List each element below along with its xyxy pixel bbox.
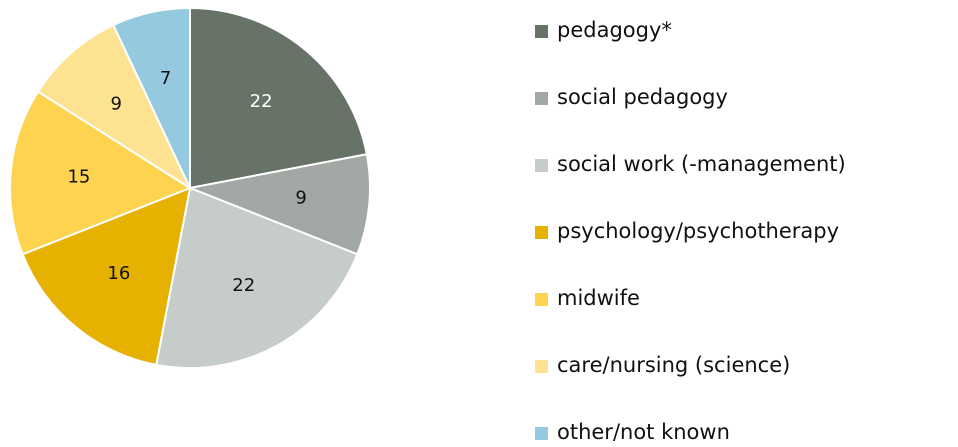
legend-label: psychology/psychotherapy <box>557 219 839 243</box>
legend-label: social pedagogy <box>557 85 728 109</box>
legend-swatch <box>535 92 548 105</box>
slice-label: 22 <box>250 91 273 112</box>
slice-label: 9 <box>110 93 121 114</box>
legend-label: pedagogy* <box>557 18 672 42</box>
pie-slice <box>112 6 191 189</box>
pie-slice <box>9 90 193 256</box>
slice-label: 22 <box>232 275 255 296</box>
legend-label: social work (-management) <box>557 152 846 176</box>
slice-label: 16 <box>107 263 130 284</box>
legend-label: care/nursing (science) <box>557 353 790 377</box>
legend-swatch <box>535 427 548 440</box>
pie-slice <box>155 186 359 369</box>
legend-swatch <box>535 226 548 239</box>
slice-label: 7 <box>160 68 171 89</box>
pie-slice <box>21 186 192 366</box>
slice-label: 9 <box>295 188 306 209</box>
pie-slice <box>36 23 193 191</box>
legend-swatch <box>535 293 548 306</box>
legend-swatch <box>535 25 548 38</box>
slice-label: 15 <box>67 166 90 187</box>
legend-swatch <box>535 159 548 172</box>
pie-slice <box>189 6 368 190</box>
legend-swatch <box>535 360 548 373</box>
pie-slice <box>186 153 371 256</box>
legend-label: other/not known <box>557 420 730 444</box>
legend-label: midwife <box>557 286 640 310</box>
